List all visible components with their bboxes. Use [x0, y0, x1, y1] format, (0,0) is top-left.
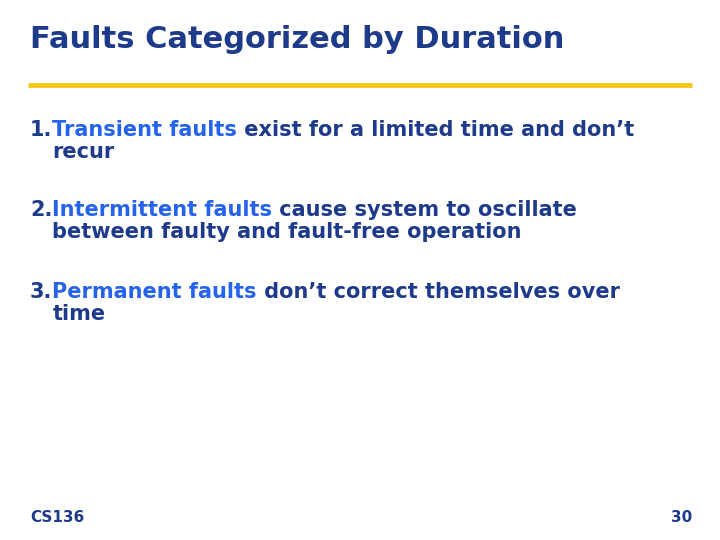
- Text: CS136: CS136: [30, 510, 84, 525]
- Text: don’t correct themselves over: don’t correct themselves over: [257, 282, 620, 302]
- Text: 2.: 2.: [30, 200, 53, 220]
- Text: Transient faults: Transient faults: [53, 120, 238, 140]
- Text: recur: recur: [53, 143, 114, 163]
- Text: cause system to oscillate: cause system to oscillate: [272, 200, 577, 220]
- Text: Permanent faults: Permanent faults: [53, 282, 257, 302]
- Text: Faults Categorized by Duration: Faults Categorized by Duration: [30, 25, 564, 54]
- Text: between faulty and fault-free operation: between faulty and fault-free operation: [53, 222, 522, 242]
- Text: 30: 30: [671, 510, 692, 525]
- Text: exist for a limited time and don’t: exist for a limited time and don’t: [238, 120, 634, 140]
- Text: 3.: 3.: [30, 282, 53, 302]
- Text: 1.: 1.: [30, 120, 53, 140]
- Text: time: time: [53, 305, 106, 325]
- Text: Intermittent faults: Intermittent faults: [53, 200, 272, 220]
